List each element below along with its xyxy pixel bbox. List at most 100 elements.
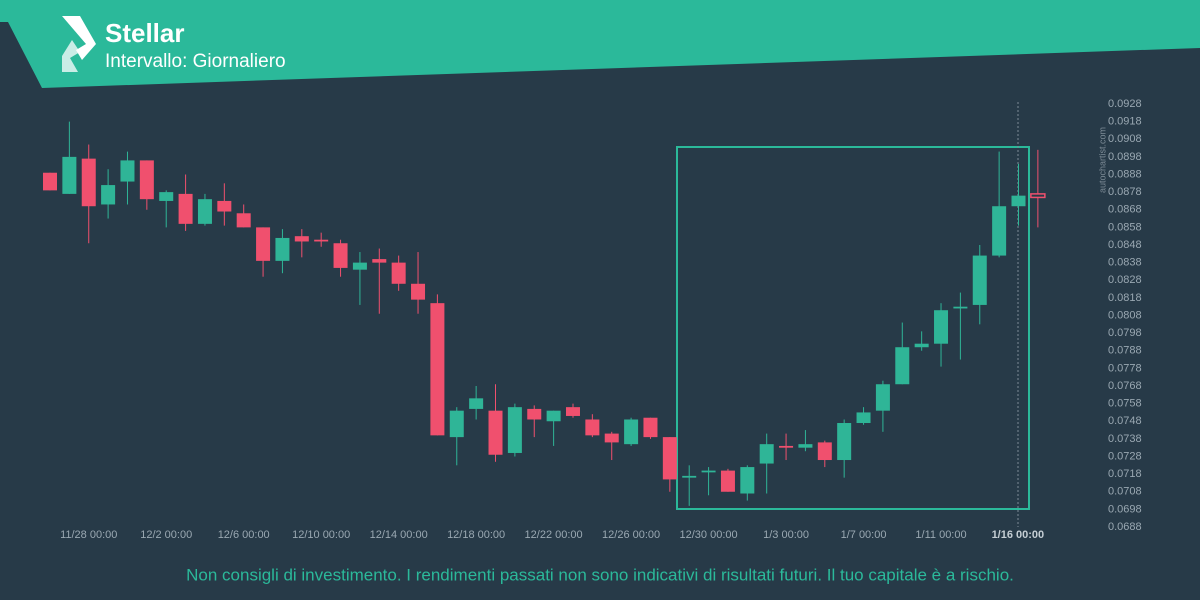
pattern-box <box>676 146 1030 510</box>
candle-body <box>372 259 387 263</box>
y-tick-label: 0.0928 <box>1108 98 1142 110</box>
candle-body <box>856 412 871 424</box>
candle-body <box>430 303 445 436</box>
candle-body <box>236 213 251 228</box>
y-tick-label: 0.0838 <box>1108 257 1142 269</box>
candle-body <box>682 475 697 478</box>
y-tick-label: 0.0698 <box>1108 503 1142 515</box>
logo-shape <box>62 16 96 60</box>
header-banner <box>0 0 1200 88</box>
candle-body <box>449 410 464 438</box>
candle-body <box>779 445 794 448</box>
candle-body <box>720 470 735 492</box>
candle-body <box>62 156 77 194</box>
y-tick-label: 0.0738 <box>1108 433 1142 445</box>
y-tick-label: 0.0758 <box>1108 398 1142 410</box>
candle-body <box>565 407 580 416</box>
candle-body <box>972 255 987 305</box>
candle-body <box>992 206 1007 256</box>
y-tick-label: 0.0748 <box>1108 415 1142 427</box>
x-tick-label: 1/7 00:00 <box>841 529 887 541</box>
candle-body <box>488 410 503 455</box>
candle-body <box>507 407 522 453</box>
candle-body <box>256 227 271 261</box>
candle-body <box>314 239 329 242</box>
x-tick-label: 1/16 00:00 <box>992 529 1045 541</box>
x-tick-label: 12/6 00:00 <box>218 529 270 541</box>
y-tick-label: 0.0848 <box>1108 239 1142 251</box>
candle-body <box>1030 193 1046 199</box>
candle-body <box>178 193 193 224</box>
watermark: autochartist.com <box>1097 127 1107 193</box>
x-tick-label: 1/3 00:00 <box>763 529 809 541</box>
y-tick-label: 0.0728 <box>1108 450 1142 462</box>
header-title: Stellar <box>105 18 185 48</box>
y-tick-label: 0.0878 <box>1108 186 1142 198</box>
y-tick-label: 0.0828 <box>1108 274 1142 286</box>
candle-body <box>798 444 813 448</box>
candle-body <box>585 419 600 436</box>
candle-body <box>817 442 832 461</box>
y-tick-label: 0.0918 <box>1108 116 1142 128</box>
x-tick-label: 11/28 00:00 <box>60 529 117 541</box>
header-subtitle: Intervallo: Giornaliero <box>105 51 286 72</box>
disclaimer: Non consigli di investimento. I rendimen… <box>186 565 1014 584</box>
y-tick-label: 0.0888 <box>1108 168 1142 180</box>
candle-body <box>469 398 484 409</box>
candle-body <box>1011 195 1026 207</box>
candle-body <box>895 347 910 385</box>
candle-body <box>740 467 755 494</box>
y-tick-label: 0.0898 <box>1108 151 1142 163</box>
candle-body <box>294 236 309 242</box>
x-tick-label: 12/22 00:00 <box>525 529 583 541</box>
plot-area: 0.0688 0.0698 0.0708 0.0718 0.0728 0.0738 0.07… <box>43 98 1142 541</box>
y-tick-label: 0.0718 <box>1108 468 1142 480</box>
candle-body <box>391 262 406 284</box>
candle-body <box>643 417 658 438</box>
logo <box>62 16 96 72</box>
candle-body <box>352 262 367 270</box>
x-tick-label: 12/30 00:00 <box>680 529 738 541</box>
candle-body <box>624 419 639 445</box>
y-tick-label: 0.0788 <box>1108 345 1142 357</box>
candle-body <box>101 185 116 205</box>
x-tick-label: 12/2 00:00 <box>140 529 192 541</box>
x-tick-label: 12/18 00:00 <box>447 529 505 541</box>
y-tick-label: 0.0808 <box>1108 309 1142 321</box>
candle-body <box>662 437 677 480</box>
candle-body <box>604 433 619 443</box>
y-tick-label: 0.0708 <box>1108 486 1142 498</box>
candle-body <box>43 172 57 191</box>
candle-body <box>837 423 852 461</box>
candle-body <box>701 470 716 473</box>
logo-shape <box>62 40 80 72</box>
candle-body <box>875 384 890 411</box>
candle-body <box>914 343 929 348</box>
x-tick-label: 12/14 00:00 <box>370 529 428 541</box>
candle-body <box>197 199 212 224</box>
candle-body <box>120 160 135 182</box>
x-tick-label: 1/11 00:00 <box>915 529 966 541</box>
y-tick-label: 0.0908 <box>1108 133 1142 145</box>
y-tick-label: 0.0798 <box>1108 327 1142 339</box>
candle-body <box>139 160 154 200</box>
y-tick-label: 0.0768 <box>1108 380 1142 392</box>
x-tick-label: 12/26 00:00 <box>602 529 660 541</box>
candle-body <box>546 410 561 422</box>
y-tick-label: 0.0688 <box>1108 521 1142 533</box>
candle-body <box>275 237 290 261</box>
candle-body <box>159 192 174 201</box>
candle-body <box>759 444 774 464</box>
candle-body <box>953 306 968 309</box>
y-tick-label: 0.0778 <box>1108 362 1142 374</box>
candle-body <box>81 158 96 207</box>
y-tick-label: 0.0818 <box>1108 292 1142 304</box>
candle-body <box>333 243 348 268</box>
candle-body <box>411 283 426 300</box>
y-tick-label: 0.0868 <box>1108 204 1142 216</box>
x-tick-label: 12/10 00:00 <box>292 529 350 541</box>
candle-body <box>527 408 542 420</box>
candle-body <box>934 310 949 344</box>
